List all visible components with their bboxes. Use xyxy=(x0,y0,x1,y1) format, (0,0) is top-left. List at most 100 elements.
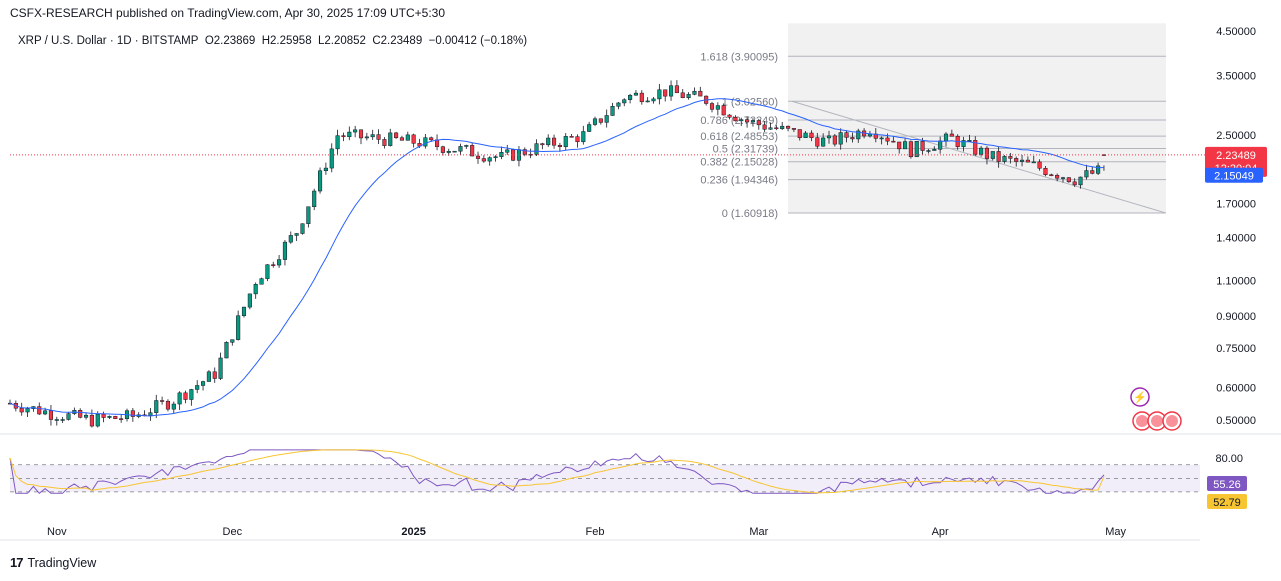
candle-body xyxy=(522,149,527,155)
candle-body xyxy=(856,130,861,140)
candle-body xyxy=(370,134,375,138)
candle-body xyxy=(984,147,990,159)
fib-trend-line xyxy=(791,100,1167,214)
candle-body xyxy=(95,413,100,427)
fib-level-label: 0.5 (2.31739) xyxy=(713,143,778,155)
candle-body xyxy=(475,155,481,159)
candle-body xyxy=(60,419,65,421)
candle-body xyxy=(335,135,340,150)
candle-body xyxy=(306,206,311,224)
candle-body xyxy=(394,132,399,138)
candle-body xyxy=(294,233,299,236)
candle-body xyxy=(107,416,112,418)
candle-body xyxy=(1066,177,1071,183)
candle-body xyxy=(347,131,352,138)
candle-body xyxy=(329,148,334,169)
price-tick-label: 0.60000 xyxy=(1216,383,1256,395)
candle-body xyxy=(1037,161,1042,169)
ohlc-open: O2.23869 xyxy=(204,35,256,47)
candle-body xyxy=(797,129,802,138)
price-tick-label: 1.70000 xyxy=(1216,198,1256,210)
candle-body xyxy=(569,136,574,138)
candle-body xyxy=(376,134,381,140)
candle-body xyxy=(440,146,445,153)
lightning-glyph: ⚡ xyxy=(1133,391,1147,404)
candle-body xyxy=(236,315,241,340)
candle-body xyxy=(341,135,346,138)
candle-body xyxy=(277,259,282,266)
candle-body xyxy=(464,145,469,147)
candle-body xyxy=(727,114,732,118)
candle-body xyxy=(546,137,551,146)
candle-body xyxy=(709,103,715,110)
symbol-name[interactable]: XRP / U.S. Dollar · 1D · BITSTAMP xyxy=(18,35,199,47)
candle-body xyxy=(715,105,720,110)
tradingview-logo[interactable]: 17 TradingView xyxy=(10,555,96,570)
candle-body xyxy=(850,137,855,140)
candle-body xyxy=(148,412,153,416)
rsi-line xyxy=(9,449,1105,494)
candle-body xyxy=(84,414,89,418)
candle-body xyxy=(832,135,837,145)
candle-body xyxy=(745,119,750,123)
candle-body xyxy=(821,137,826,147)
candle-body xyxy=(786,125,791,129)
price-tick-label: 3.50000 xyxy=(1216,70,1256,82)
candle-body xyxy=(1020,159,1025,162)
ohlc-high: H2.25958 xyxy=(261,35,312,47)
candle-body xyxy=(698,90,703,97)
candle-body xyxy=(908,141,913,158)
candle-body xyxy=(435,139,440,147)
candle-body xyxy=(815,137,820,147)
candle-body xyxy=(768,127,773,130)
time-tick-label: Dec xyxy=(223,526,243,538)
candle-body xyxy=(949,133,954,137)
candle-body xyxy=(230,339,235,343)
rsi-ma-line xyxy=(9,449,1105,494)
us-flag-icon xyxy=(1136,415,1148,427)
fib-level-label: 0.236 (1.94346) xyxy=(700,175,778,187)
candle-body xyxy=(265,264,270,279)
candle-body xyxy=(19,407,24,413)
price-tick-label: 1.40000 xyxy=(1216,233,1256,245)
candle-body xyxy=(1096,165,1101,174)
price-tick-label: 0.50000 xyxy=(1216,415,1256,427)
candle-body xyxy=(692,90,697,95)
symbol-legend: XRP / U.S. Dollar · 1D · BITSTAMP O2.238… xyxy=(18,35,527,47)
candle-body xyxy=(78,410,83,418)
candle-body xyxy=(37,406,42,415)
candle-body xyxy=(587,124,592,132)
candle-body xyxy=(1049,174,1054,176)
candle-body xyxy=(967,140,972,142)
candle-body xyxy=(165,400,170,410)
time-tick-label: 2025 xyxy=(401,526,425,538)
candle-body xyxy=(1060,177,1066,179)
candle-body xyxy=(1043,167,1048,175)
candle-body xyxy=(540,143,545,146)
candle-body xyxy=(382,139,387,146)
tradingview-icon: 17 xyxy=(10,555,24,570)
candle-body xyxy=(241,306,247,316)
candle-body xyxy=(686,94,691,98)
candle-body xyxy=(838,132,843,145)
candle-body xyxy=(996,151,1001,162)
candle-body xyxy=(119,418,124,420)
candle-body xyxy=(48,410,54,420)
fib-level-label: 0.382 (2.15028) xyxy=(700,157,778,169)
candle-body xyxy=(206,371,211,382)
candle-body xyxy=(633,92,639,96)
candle-body xyxy=(505,149,510,153)
fib-level-label: 0.618 (2.48553) xyxy=(700,131,778,143)
candle-body xyxy=(932,149,937,151)
candle-body xyxy=(25,408,30,413)
candle-body xyxy=(756,120,761,126)
candle-body xyxy=(353,129,358,133)
ohlc-close: C2.23489 xyxy=(372,35,423,47)
candle-body xyxy=(973,140,978,155)
candle-body xyxy=(1072,181,1077,186)
time-tick-label: Nov xyxy=(47,526,67,538)
candle-body xyxy=(774,127,779,130)
candle-body xyxy=(592,118,598,125)
candle-body xyxy=(1008,156,1013,159)
